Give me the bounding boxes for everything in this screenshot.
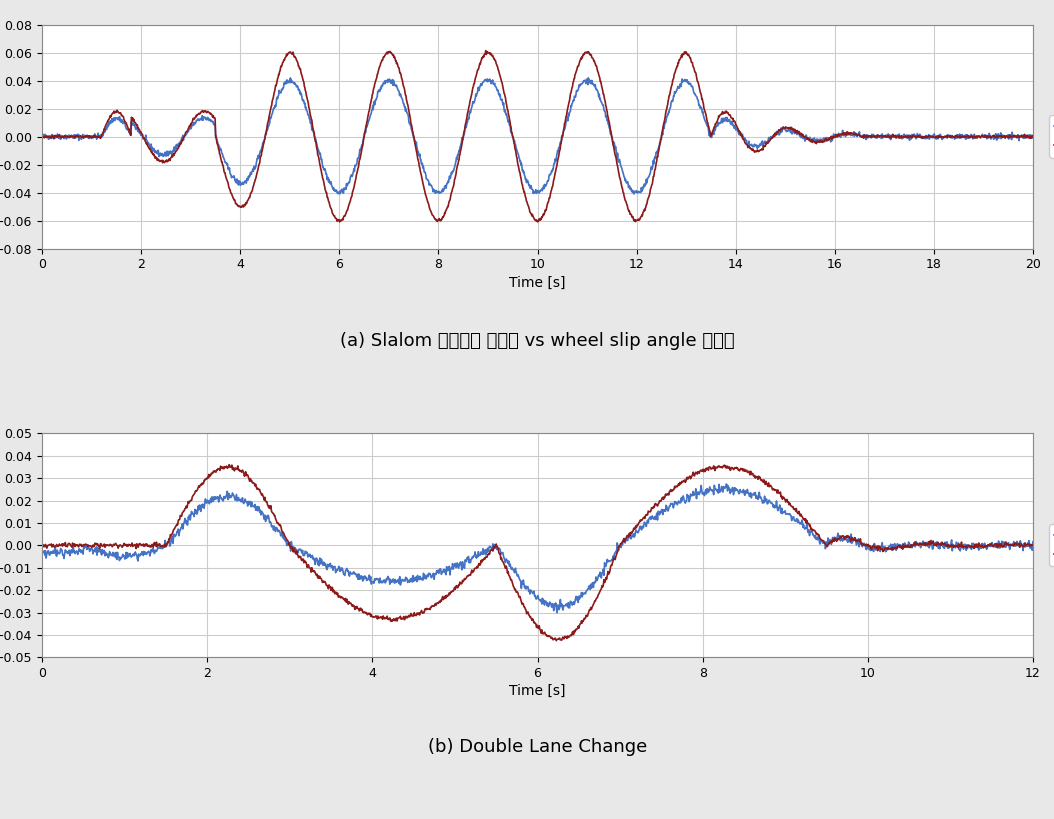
실차시험조향각 [601, 571, 613, 581]
타이어슬립각 [817, 137, 829, 147]
타이어슬립각 [582, 73, 594, 83]
실차시험조향각 [817, 137, 829, 147]
실차시험조향각 [519, 187, 531, 197]
타이어슬립각 [153, 543, 165, 553]
X-axis label: Time [s]: Time [s] [509, 275, 566, 289]
Text: (b) Double Lane Change: (b) Double Lane Change [428, 739, 647, 757]
실차시험조향각 [222, 459, 235, 469]
타이어슬립각 [1027, 536, 1039, 546]
타이어슬립각 [476, 544, 489, 554]
타이어슬립각 [999, 132, 1012, 142]
실차시험조향각 [36, 540, 48, 550]
타이어슬립각 [627, 189, 640, 199]
타이어슬립각 [998, 131, 1011, 141]
Legend: 타이어슬립각, 실차시험조향각: 타이어슬립각, 실차시험조향각 [1049, 524, 1054, 567]
실차시험조향각 [36, 132, 48, 142]
타이어슬립각 [36, 549, 48, 559]
타이어슬립각 [518, 167, 530, 177]
실차시험조향각 [113, 541, 125, 550]
실차시험조향각 [153, 539, 165, 549]
타이어슬립각 [550, 608, 563, 618]
타이어슬립각 [113, 552, 125, 562]
타이어슬립각 [601, 558, 613, 568]
실차시험조향각 [999, 133, 1012, 143]
Line: 타이어슬립각: 타이어슬립각 [42, 78, 1033, 194]
실차시험조향각 [998, 132, 1011, 142]
실차시험조향각 [1027, 540, 1039, 550]
실차시험조향각 [456, 577, 469, 586]
타이어슬립각 [1027, 133, 1039, 143]
실차시험조향각 [495, 553, 508, 563]
Line: 타이어슬립각: 타이어슬립각 [42, 484, 1033, 613]
Text: (a) Slalom 실차시험 조향각 vs wheel slip angle 추정값: (a) Slalom 실차시험 조향각 vs wheel slip angle … [340, 332, 735, 350]
X-axis label: Time [s]: Time [s] [509, 684, 566, 699]
타이어슬립각 [491, 85, 504, 95]
실차시험조향각 [480, 46, 492, 56]
타이어슬립각 [456, 557, 469, 567]
타이어슬립각 [494, 548, 507, 558]
Line: 실차시험조향각: 실차시험조향각 [42, 51, 1033, 222]
타이어슬립각 [720, 479, 733, 489]
타이어슬립각 [36, 131, 48, 141]
실차시험조향각 [492, 65, 505, 75]
Legend: 타이어슬립각, 실차시험조향각: 타이어슬립각, 실차시험조향각 [1049, 115, 1054, 158]
실차시험조향각 [531, 217, 544, 227]
Line: 실차시험조향각: 실차시험조향각 [42, 464, 1033, 640]
실차시험조향각 [1027, 131, 1039, 141]
실차시험조향각 [86, 132, 99, 142]
실차시험조향각 [477, 554, 490, 564]
실차시험조향각 [550, 636, 563, 645]
타이어슬립각 [86, 132, 99, 142]
